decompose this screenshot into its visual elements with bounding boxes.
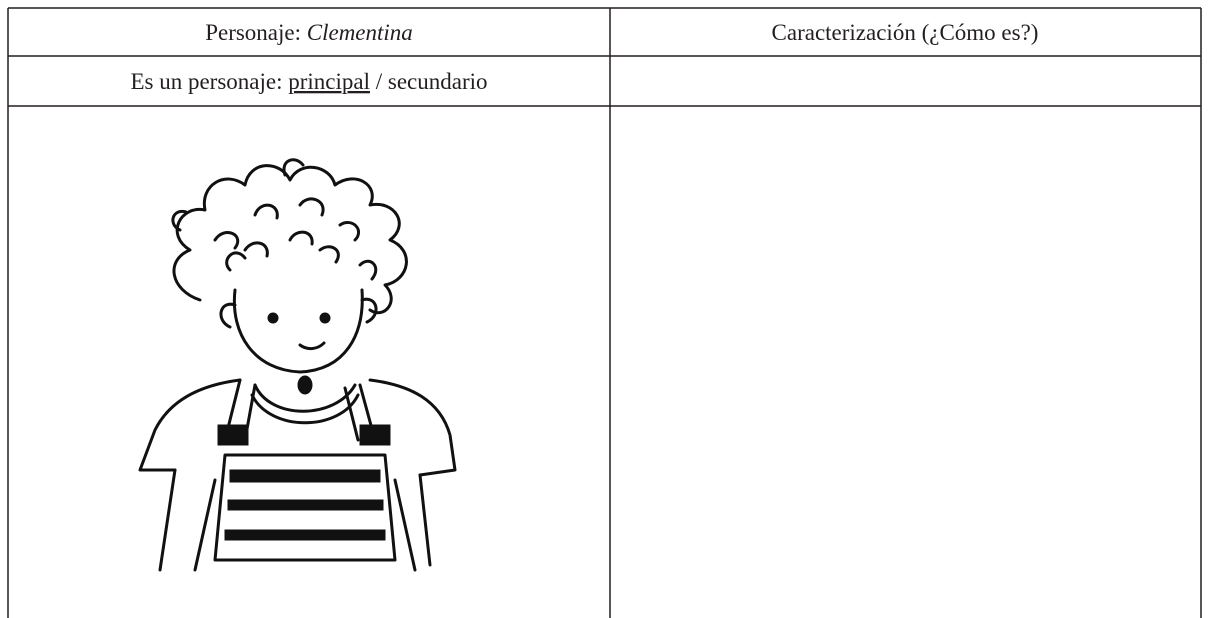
eye: [319, 312, 331, 324]
role-option: principal: [288, 69, 370, 94]
character-name: Clementina: [307, 20, 413, 45]
buckle: [217, 424, 249, 446]
role-label: Es un personaje:: [130, 69, 282, 94]
role-option: secundario: [388, 69, 488, 94]
heading-label: Personaje:: [205, 20, 301, 45]
eye: [267, 312, 279, 324]
buckle: [359, 424, 391, 446]
character-illustration: [138, 158, 457, 572]
mouth: [297, 375, 313, 395]
role-line: Es un personaje: principal / secundario: [130, 69, 487, 94]
role-separator: /: [376, 69, 383, 94]
characterization-heading: Caracterización (¿Cómo es?): [772, 20, 1039, 45]
character-heading: Personaje: Clementina: [205, 20, 413, 45]
table-grid: [7, 7, 1202, 618]
